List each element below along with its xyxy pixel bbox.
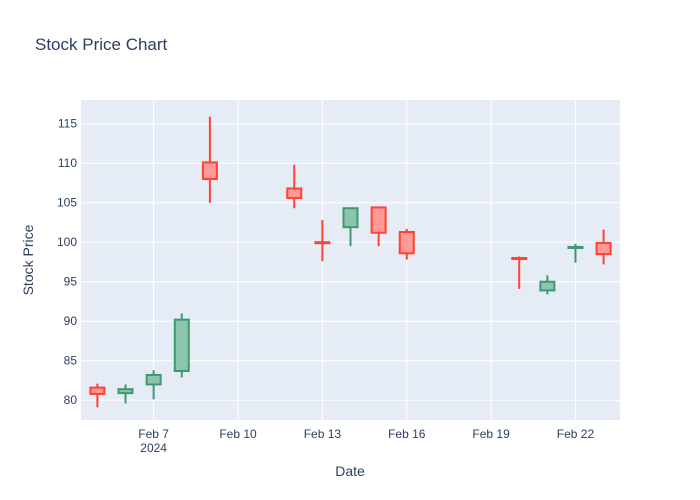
x-tick-label: Feb 7 xyxy=(138,427,169,441)
y-tick-label: 100 xyxy=(57,235,77,249)
candle-increasing xyxy=(117,384,134,404)
candle-decreasing xyxy=(398,228,415,260)
candle-body xyxy=(286,187,303,199)
candle-increasing xyxy=(173,313,190,378)
y-tick-label: 110 xyxy=(58,156,77,170)
candle-body xyxy=(201,161,218,181)
x-tick-label: Feb 22 xyxy=(557,427,595,441)
x-tick-label: Feb 13 xyxy=(304,427,342,441)
plot-area xyxy=(81,100,620,420)
y-tick-label: 90 xyxy=(64,314,78,328)
candle-increasing xyxy=(145,370,162,400)
x-tick-label: Feb 19 xyxy=(472,427,510,441)
candle-body xyxy=(370,206,387,234)
y-tick-label: 80 xyxy=(64,393,78,407)
candle-body xyxy=(173,318,190,373)
x-tick-year-label: 2024 xyxy=(140,441,167,455)
chart-title: Stock Price Chart xyxy=(35,35,168,54)
candle-body xyxy=(567,245,584,249)
candle-increasing xyxy=(342,207,359,247)
x-tick-label: Feb 16 xyxy=(388,427,426,441)
candles xyxy=(89,116,612,408)
candle-body xyxy=(342,207,359,229)
candle-decreasing xyxy=(201,116,218,203)
candle-body xyxy=(117,388,134,395)
candle-decreasing xyxy=(314,220,331,262)
candle-increasing xyxy=(567,243,584,263)
y-axis-title: Stock Price xyxy=(20,224,36,295)
candle-decreasing xyxy=(286,164,303,209)
candle-body xyxy=(539,280,556,292)
candle-increasing xyxy=(539,275,556,295)
candle-body xyxy=(145,373,162,386)
y-tick-label: 85 xyxy=(64,354,78,368)
candle-body xyxy=(89,386,106,395)
candle-decreasing xyxy=(511,256,528,289)
candle-decreasing xyxy=(370,206,387,247)
candle-body xyxy=(511,257,528,261)
candle-body xyxy=(314,241,331,245)
y-axis-ticks: 80 85 90 95 100 105 110 115 xyxy=(57,117,77,408)
x-tick-label: Feb 10 xyxy=(219,427,257,441)
x-axis-title: Date xyxy=(335,463,365,479)
candle-decreasing xyxy=(89,383,106,408)
y-tick-label: 95 xyxy=(64,275,78,289)
candle-decreasing xyxy=(595,229,612,265)
candle-body xyxy=(398,230,415,255)
y-tick-label: 105 xyxy=(57,196,77,210)
candle-body xyxy=(595,242,612,256)
y-tick-label: 115 xyxy=(58,117,77,131)
